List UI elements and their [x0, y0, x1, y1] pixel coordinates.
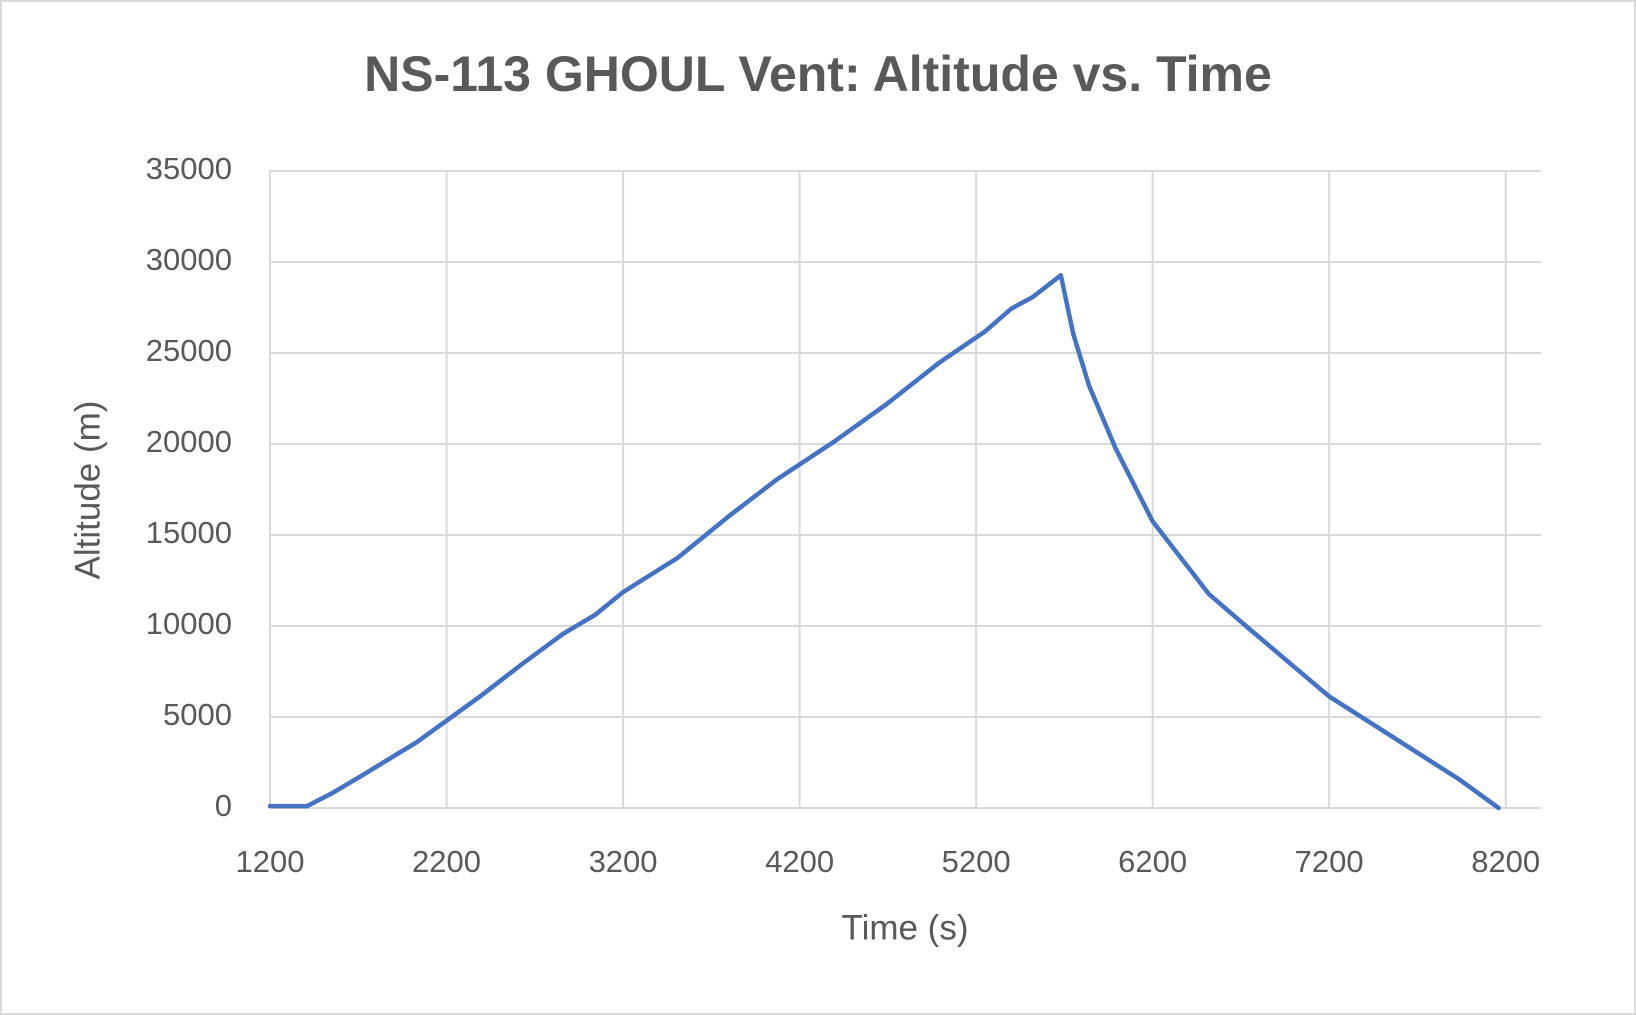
x-tick-label: 4200: [765, 844, 834, 879]
x-tick-label: 8200: [1471, 844, 1540, 879]
y-tick-label: 35000: [146, 151, 232, 186]
y-tick-label: 30000: [146, 242, 232, 277]
x-tick-label: 5200: [942, 844, 1011, 879]
x-tick-label: 3200: [589, 844, 658, 879]
x-tick-label: 6200: [1118, 844, 1187, 879]
y-tick-label: 25000: [146, 333, 232, 368]
data-line: [267, 273, 1501, 811]
x-axis-title: Time (s): [841, 908, 968, 947]
y-tick-label: 10000: [146, 606, 232, 641]
y-axis-title: Altitude (m): [68, 401, 107, 580]
y-tick-label: 5000: [163, 697, 232, 732]
y-tick-label: 0: [215, 788, 232, 823]
x-tick-label: 1200: [236, 844, 305, 879]
y-tick-label: 20000: [146, 424, 232, 459]
x-tick-label: 2200: [412, 844, 481, 879]
y-tick-label: 15000: [146, 515, 232, 550]
chart-title: NS-113 GHOUL Vent: Altitude vs. Time: [364, 46, 1272, 102]
x-tick-label: 7200: [1295, 844, 1364, 879]
